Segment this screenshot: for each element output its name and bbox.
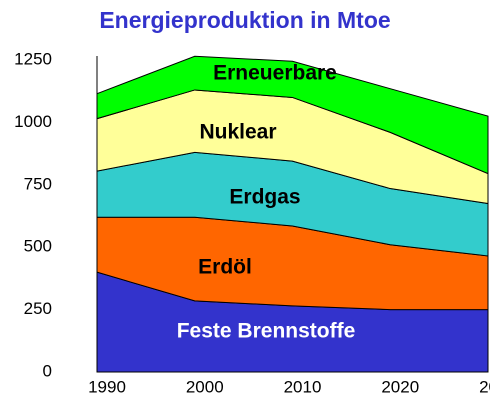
y-tick-label: 0 [43,361,52,380]
y-tick-label: 1250 [14,49,52,68]
x-tick-label: 2010 [284,377,322,396]
area-label: Erdgas [229,186,300,209]
area-label: Erdöl [198,256,252,279]
area [96,55,489,175]
x-tick-label: 1990 [88,377,126,396]
x-tick-label: 2030 [479,377,490,396]
chart-title: Energieproduktion in Mtoe [99,7,390,33]
y-tick-label: 750 [24,174,52,193]
x-tick-label: 2020 [381,377,419,396]
area-label: Nuklear [199,121,276,144]
area-label: Erneuerbare [213,62,337,85]
area-label: Feste Brennstoffe [177,320,356,343]
x-tick-label: 2000 [186,377,224,396]
y-tick-label: 250 [24,299,52,318]
y-tick-label: 1000 [14,112,52,131]
y-tick-label: 500 [24,237,52,256]
